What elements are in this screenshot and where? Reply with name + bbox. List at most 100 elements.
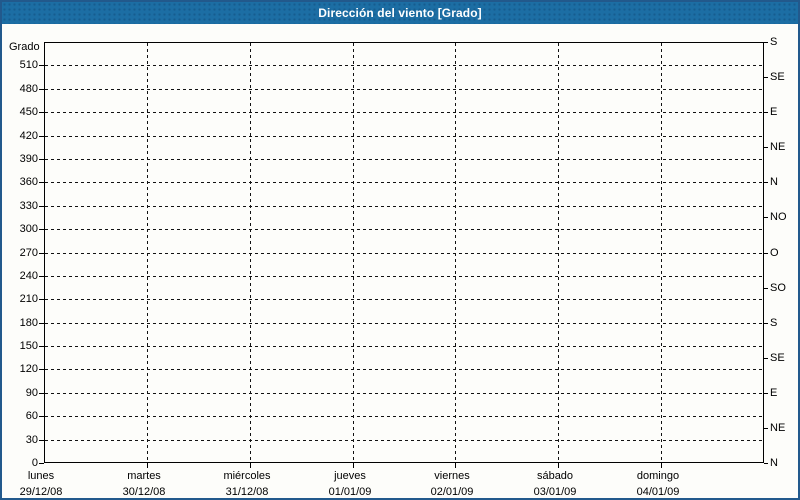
y-right-tick <box>764 182 768 183</box>
x-date-label: 30/12/08 <box>122 486 166 498</box>
gridline-horizontal <box>45 253 763 254</box>
gridline-horizontal <box>45 182 763 183</box>
y-right-tick <box>764 323 768 324</box>
x-weekday-label: domingo <box>636 470 680 482</box>
gridline-horizontal <box>45 112 763 113</box>
y-left-tick <box>39 229 44 230</box>
y-right-tick-label: N <box>770 457 778 469</box>
y-left-tick <box>39 393 44 394</box>
y-right-tick <box>764 112 768 113</box>
y-right-tick <box>764 288 768 289</box>
y-left-tick <box>39 112 44 113</box>
y-right-tick-label: O <box>770 247 779 259</box>
x-date-label: 03/01/09 <box>533 486 577 498</box>
y-left-tick-label: 390 <box>19 153 38 165</box>
x-date-label: 04/01/09 <box>636 486 680 498</box>
y-right-tick <box>764 42 768 43</box>
y-right-tick-label: NE <box>770 141 786 153</box>
gridline-vertical <box>661 43 662 462</box>
gridline-horizontal <box>45 393 763 394</box>
y-left-tick <box>39 369 44 370</box>
y-right-tick <box>764 393 768 394</box>
y-left-tick <box>39 323 44 324</box>
y-left-tick-label: 510 <box>19 59 38 71</box>
y-left-tick <box>39 253 44 254</box>
gridline-vertical <box>558 43 559 462</box>
x-weekday-label: sábado <box>536 470 574 482</box>
y-left-tick-label: 480 <box>19 83 38 95</box>
y-left-tick <box>39 65 44 66</box>
y-right-tick-label: S <box>770 36 778 48</box>
y-left-tick-label: 330 <box>19 200 38 212</box>
y-axis-title: Grado <box>9 41 40 53</box>
y-right-tick <box>764 77 768 78</box>
y-left-tick <box>39 182 44 183</box>
gridline-horizontal <box>45 206 763 207</box>
x-axis-tick <box>661 463 662 468</box>
gridline-horizontal <box>45 136 763 137</box>
y-right-tick <box>764 428 768 429</box>
y-left-tick <box>39 276 44 277</box>
gridline-vertical <box>455 43 456 462</box>
y-right-tick-label: SO <box>770 282 786 294</box>
y-right-tick <box>764 253 768 254</box>
y-left-tick <box>39 89 44 90</box>
chart-title: Dirección del viento [Grado] <box>318 6 482 20</box>
y-left-tick <box>39 463 44 464</box>
y-left-tick <box>39 440 44 441</box>
y-right-tick-label: S <box>770 317 778 329</box>
y-left-tick <box>39 346 44 347</box>
x-weekday-label: jueves <box>334 470 366 482</box>
gridline-horizontal <box>45 65 763 66</box>
gridline-vertical <box>147 43 148 462</box>
gridline-horizontal <box>45 346 763 347</box>
y-right-tick-label: NE <box>770 422 786 434</box>
gridline-horizontal <box>45 89 763 90</box>
gridline-horizontal <box>45 416 763 417</box>
gridline-horizontal <box>45 440 763 441</box>
y-left-tick <box>39 299 44 300</box>
y-right-tick-label: N <box>770 176 778 188</box>
y-left-tick-label: 360 <box>19 176 38 188</box>
gridline-horizontal <box>45 299 763 300</box>
y-left-tick-label: 60 <box>25 410 38 422</box>
x-weekday-label: lunes <box>27 470 55 482</box>
x-axis-tick <box>250 463 251 468</box>
y-left-tick-label: 150 <box>19 340 38 352</box>
y-left-tick-label: 120 <box>19 363 38 375</box>
y-left-tick-label: 450 <box>19 106 38 118</box>
y-right-tick-label: SE <box>770 352 785 364</box>
gridline-horizontal <box>45 159 763 160</box>
y-right-tick <box>764 358 768 359</box>
y-left-tick <box>39 136 44 137</box>
y-left-tick-label: 300 <box>19 223 38 235</box>
plot-area <box>44 42 764 463</box>
x-weekday-label: viernes <box>434 470 470 482</box>
y-left-tick-label: 30 <box>25 434 38 446</box>
y-right-tick-label: E <box>770 387 778 399</box>
y-left-tick-label: 420 <box>19 130 38 142</box>
x-date-label: 01/01/09 <box>328 486 372 498</box>
x-axis-tick <box>455 463 456 468</box>
x-weekday-label: martes <box>127 470 161 482</box>
gridline-vertical <box>250 43 251 462</box>
gridline-horizontal <box>45 276 763 277</box>
y-left-tick-label: 0 <box>31 457 38 469</box>
x-date-label: 02/01/09 <box>430 486 474 498</box>
x-weekday-label: miércoles <box>223 470 271 482</box>
y-right-tick-label: SE <box>770 71 785 83</box>
y-left-tick-label: 210 <box>19 293 38 305</box>
y-left-tick-label: 270 <box>19 247 38 259</box>
y-right-tick <box>764 463 768 464</box>
x-date-label: 31/12/08 <box>225 486 269 498</box>
gridline-vertical <box>353 43 354 462</box>
y-left-tick-label: 90 <box>25 387 38 399</box>
y-right-tick <box>764 147 768 148</box>
y-left-tick <box>39 206 44 207</box>
y-right-tick <box>764 217 768 218</box>
gridline-horizontal <box>45 229 763 230</box>
y-left-tick <box>39 416 44 417</box>
y-left-tick <box>39 159 44 160</box>
